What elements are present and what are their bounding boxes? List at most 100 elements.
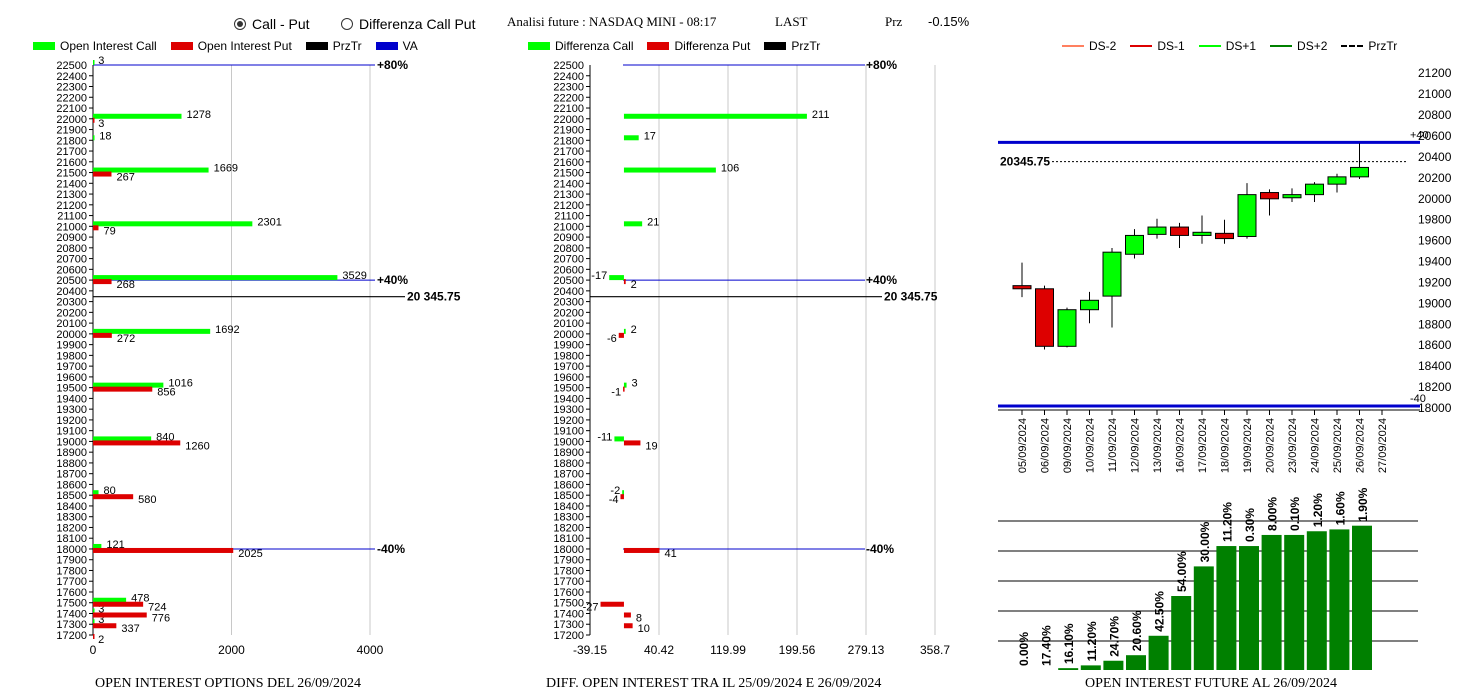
strike-label: 17900 xyxy=(56,555,87,567)
legend-label: Differenza Put xyxy=(674,39,751,53)
strike-label: 18400 xyxy=(553,501,584,513)
strike-label: 18700 xyxy=(56,469,87,481)
va-label: -40% xyxy=(866,542,894,556)
x-tick-label: 199.56 xyxy=(779,643,816,657)
strike-label: 22300 xyxy=(553,82,584,94)
oi-bar xyxy=(1261,534,1282,670)
oi-bar xyxy=(1193,566,1214,670)
strike-label: 20800 xyxy=(553,243,584,255)
radio-call-put-label: Call - Put xyxy=(252,16,310,32)
bar-value-label: 8 xyxy=(636,612,642,624)
bar-value-label: 856 xyxy=(157,387,175,399)
legend-swatch-call xyxy=(33,42,55,50)
bar-value-label: 267 xyxy=(116,172,134,184)
legend-line-ds-p1 xyxy=(1198,45,1221,47)
date-label: 25/09/2024 xyxy=(1332,418,1344,473)
put-bar xyxy=(93,623,117,629)
strike-label: 21400 xyxy=(56,178,87,190)
strike-label: 19700 xyxy=(553,361,584,373)
strike-label: 18300 xyxy=(56,512,87,524)
call-bar xyxy=(93,275,338,281)
put-bar xyxy=(93,332,112,338)
bar-value-label: 2 xyxy=(98,634,104,646)
strike-label: 18800 xyxy=(553,458,584,470)
price-tick-label: 20200 xyxy=(1418,171,1452,185)
strike-label: 22100 xyxy=(553,103,584,115)
prz-label: Prz xyxy=(885,14,903,29)
radio-call-put[interactable]: Call - Put xyxy=(234,16,310,32)
strike-label: 19500 xyxy=(553,383,584,395)
bar-value-label: 17 xyxy=(644,130,656,142)
strike-label: 20100 xyxy=(553,318,584,330)
strike-label: 22200 xyxy=(56,92,87,104)
prz-value: -0.15% xyxy=(928,14,970,29)
strike-label: 19900 xyxy=(56,340,87,352)
strike-label: 18200 xyxy=(56,522,87,534)
strike-label: 19400 xyxy=(56,393,87,405)
va-label: +40% xyxy=(377,273,408,287)
bar-value-label: -2 xyxy=(610,485,620,497)
candle-body xyxy=(1237,194,1257,237)
strike-label: 17400 xyxy=(56,608,87,620)
strike-label: 20500 xyxy=(553,275,584,287)
strike-label: 21800 xyxy=(553,135,584,147)
strike-label: 20100 xyxy=(56,318,87,330)
strike-label: 21200 xyxy=(56,200,87,212)
price-tick-label: 20000 xyxy=(1418,192,1452,206)
bar-value-label: 272 xyxy=(117,333,135,345)
bar-value-label: -17 xyxy=(591,270,607,282)
strike-label: 20500 xyxy=(56,275,87,287)
strike-label: 17800 xyxy=(553,565,584,577)
bar-value-label: 1016 xyxy=(168,378,192,390)
radio-diff-call-put[interactable]: Differenza Call Put xyxy=(341,16,475,32)
call-bar xyxy=(93,135,95,141)
strike-label: 18500 xyxy=(56,490,87,502)
bar-value-label: -6 xyxy=(607,333,617,345)
call-bar xyxy=(623,113,807,119)
strike-label: 17300 xyxy=(553,619,584,631)
strike-label: 21000 xyxy=(56,221,87,233)
price-tick-label: 18200 xyxy=(1418,380,1452,394)
va-label: +80% xyxy=(866,58,897,72)
oi-bar xyxy=(1103,660,1124,670)
oi-bar xyxy=(1126,655,1146,670)
date-label: 19/09/2024 xyxy=(1242,418,1254,473)
legend-label: Open Interest Put xyxy=(197,39,292,53)
put-bar xyxy=(93,612,147,618)
strike-label: 17700 xyxy=(553,576,584,588)
strike-label: 21400 xyxy=(553,178,584,190)
x-tick-label: 279.13 xyxy=(848,643,885,657)
legend-label: Differenza Call xyxy=(555,39,634,53)
strike-label: 22400 xyxy=(56,71,87,83)
oi-bar-label: 0.10% xyxy=(1288,497,1302,531)
chart-open-interest: 0 2000 40002240022300222002210022000219002… xyxy=(56,55,460,657)
legend-label: DS+1 xyxy=(1225,39,1257,53)
legend-label: DS+2 xyxy=(1297,39,1328,53)
strike-label: 19100 xyxy=(553,426,584,438)
bar-value-label: 776 xyxy=(152,612,170,624)
candle-body xyxy=(1057,309,1077,347)
oi-bar-label: 54.00% xyxy=(1175,551,1189,592)
price-tick-label: 19400 xyxy=(1418,255,1452,269)
oi-bar-label: 11.20% xyxy=(1220,502,1234,542)
bar-value-label: 2301 xyxy=(257,216,281,228)
call-bar xyxy=(614,436,624,442)
call-bar xyxy=(609,275,624,281)
candle-body xyxy=(1170,226,1189,236)
call-bar xyxy=(93,328,211,334)
strike-label: 18100 xyxy=(553,533,584,545)
strike-label: 17400 xyxy=(553,608,584,620)
bar-value-label: 21 xyxy=(647,216,659,228)
bar-value-label: 106 xyxy=(721,163,739,175)
strike-label: 21700 xyxy=(553,146,584,158)
call-bar xyxy=(622,490,624,496)
strike-label: 22000 xyxy=(56,114,87,126)
strike-label: 18100 xyxy=(56,533,87,545)
price-tick-label: 19800 xyxy=(1418,213,1452,227)
strike-label: 20900 xyxy=(56,232,87,244)
legend-line-ds-p2 xyxy=(1270,45,1293,47)
bar-value-label: 3 xyxy=(98,55,104,67)
strike-label: 18600 xyxy=(553,479,584,491)
oi-bar xyxy=(1171,596,1192,670)
strike-label: 22400 xyxy=(553,71,584,83)
